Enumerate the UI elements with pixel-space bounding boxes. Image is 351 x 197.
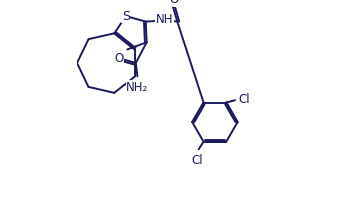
Text: Cl: Cl xyxy=(239,93,250,106)
Text: NH₂: NH₂ xyxy=(126,81,148,94)
Text: Cl: Cl xyxy=(192,154,204,167)
Text: S: S xyxy=(122,9,130,22)
Text: O: O xyxy=(169,0,178,7)
Text: NH: NH xyxy=(156,13,173,26)
Text: O: O xyxy=(114,52,124,65)
